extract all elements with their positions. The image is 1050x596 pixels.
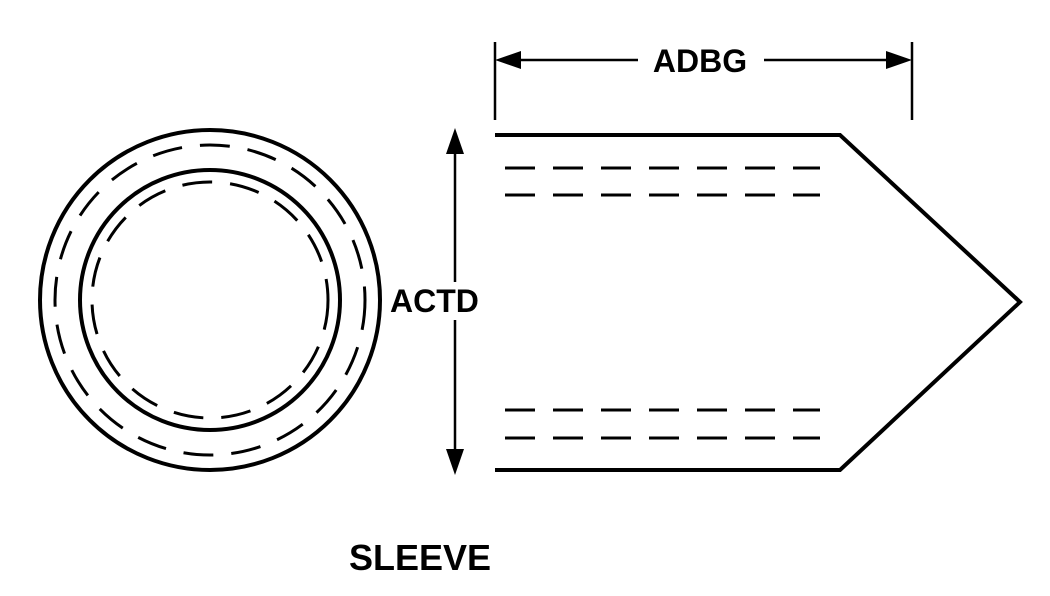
front-view xyxy=(40,130,380,470)
dash-outer-circle xyxy=(55,145,365,455)
side-outline xyxy=(495,135,1020,470)
actd-label: ACTD xyxy=(390,283,479,319)
actd-arrow-top xyxy=(446,128,464,154)
adbg-arrow-left xyxy=(495,51,521,69)
dimension-actd: ACTD xyxy=(390,128,479,475)
actd-arrow-bot xyxy=(446,449,464,475)
adbg-arrow-right xyxy=(886,51,912,69)
side-view xyxy=(495,135,1020,470)
dimension-adbg: ADBG xyxy=(495,42,912,120)
inner-circle xyxy=(80,170,340,430)
diagram-title: SLEEVE xyxy=(349,537,491,578)
sleeve-diagram: ADBG ACTD SLEEVE xyxy=(0,0,1050,596)
adbg-label: ADBG xyxy=(653,43,747,79)
dash-inner-circle xyxy=(92,182,328,418)
